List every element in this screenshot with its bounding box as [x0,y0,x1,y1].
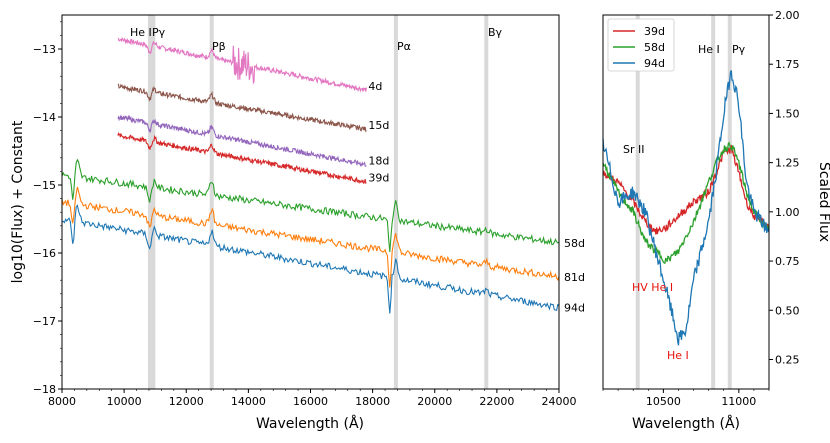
x-tick-label: 18000 [355,395,390,408]
y-tick-label: 0.25 [775,353,800,366]
left-panel: 8000 10000 12000 14000 16000 18000 20000 22000 2… [10,14,585,432]
right-y-ticks: 2.00 1.75 1.50 1.25 1.00 0.75 0.50 0.25 [769,9,800,366]
left-x-axis-label: Wavelength (Å) [256,415,364,432]
right-x-ticks: 10500 11000 [602,389,770,408]
right-axes-frame [602,14,770,390]
x-tick-label: 20000 [417,395,452,408]
x-tick-label: 14000 [231,395,266,408]
x-tick-label: 12000 [169,395,204,408]
y-tick-label: 1.75 [775,58,800,71]
right-series [602,70,770,346]
legend-entry-94d: 94d [644,57,665,70]
y-tick-label: 0.50 [775,304,800,317]
left-line-markers [147,15,489,389]
right-series-line-94d [602,70,770,346]
series-line-58d [61,158,560,253]
left-x-ticks: 8000 10000 12000 14000 16000 18000 20000 22000 2… [48,389,577,408]
label-he-i-red: He I [667,349,689,362]
label-p-gamma-right: Pγ [732,43,746,56]
y-tick-label: 2.00 [775,9,800,22]
x-tick-label: 8000 [48,395,76,408]
label-b-gamma: Bγ [488,26,503,39]
legend-box [607,18,675,72]
series-line-15d [117,83,367,133]
series-line-18d [117,114,367,167]
left-y-axis-label: log10(Flux) + Constant [10,120,26,283]
left-y-ticks: −13 −14 −15 −16 −17 −18 [33,21,62,396]
right-x-axis-label: Wavelength (Å) [632,415,740,432]
left-series-labels: 4d 15d 18d 39d 58d 81d 94d [368,80,585,315]
y-tick-label: −15 [33,179,56,192]
label-p-beta: Pβ [212,40,226,53]
x-tick-label: 22000 [479,395,514,408]
left-series [61,37,560,314]
label-hv-he-i: HV He I [632,281,673,294]
series-label-18d: 18d [368,155,389,168]
legend-entry-58d: 58d [644,41,665,54]
series-label-81d: 81d [564,271,585,284]
label-p-gamma: Pγ [152,26,166,39]
legend: 39d 58d 94d [607,18,675,72]
series-label-15d: 15d [368,119,389,132]
line-marker-4 [484,15,489,389]
y-tick-label: 1.25 [775,157,800,170]
label-sr-ii: Sr II [623,143,645,156]
y-tick-label: 1.50 [775,107,800,120]
x-tick-label: 10000 [107,395,142,408]
series-label-4d: 4d [368,80,382,93]
series-label-58d: 58d [564,237,585,250]
y-tick-label: −17 [33,315,56,328]
line-marker-1 [151,15,156,389]
y-tick-label: −13 [33,43,56,56]
right-y-axis-label: Scaled Flux [816,162,830,242]
y-tick-label: −14 [33,111,56,124]
right-line-marker-0 [635,15,640,389]
series-line-81d [61,186,560,288]
series-line-39d [117,132,367,185]
right-series-line-58d [602,141,770,265]
y-tick-label: −16 [33,247,56,260]
label-he-i-right: He I [698,43,720,56]
y-tick-label: 0.75 [775,255,800,268]
y-tick-label: −18 [33,383,56,396]
label-p-alpha: Pα [397,40,411,53]
right-line-marker-2 [727,15,732,389]
label-he-i: He I [130,26,152,39]
x-tick-label: 24000 [542,395,577,408]
series-line-4d [117,37,367,93]
series-line-94d [61,204,560,314]
y-tick-label: 1.00 [775,206,800,219]
x-tick-label: 11000 [721,395,756,408]
right-panel: 10500 11000 2.00 1.75 1.50 1.25 1.00 0.75 0.50 0… [602,9,830,432]
right-line-markers [635,15,732,389]
x-tick-label: 16000 [293,395,328,408]
series-label-94d: 94d [564,301,585,314]
legend-entry-39d: 39d [644,25,665,38]
x-tick-label: 10500 [646,395,681,408]
right-line-marker-1 [711,15,716,389]
series-label-39d: 39d [368,172,389,185]
line-marker-2 [209,15,214,389]
